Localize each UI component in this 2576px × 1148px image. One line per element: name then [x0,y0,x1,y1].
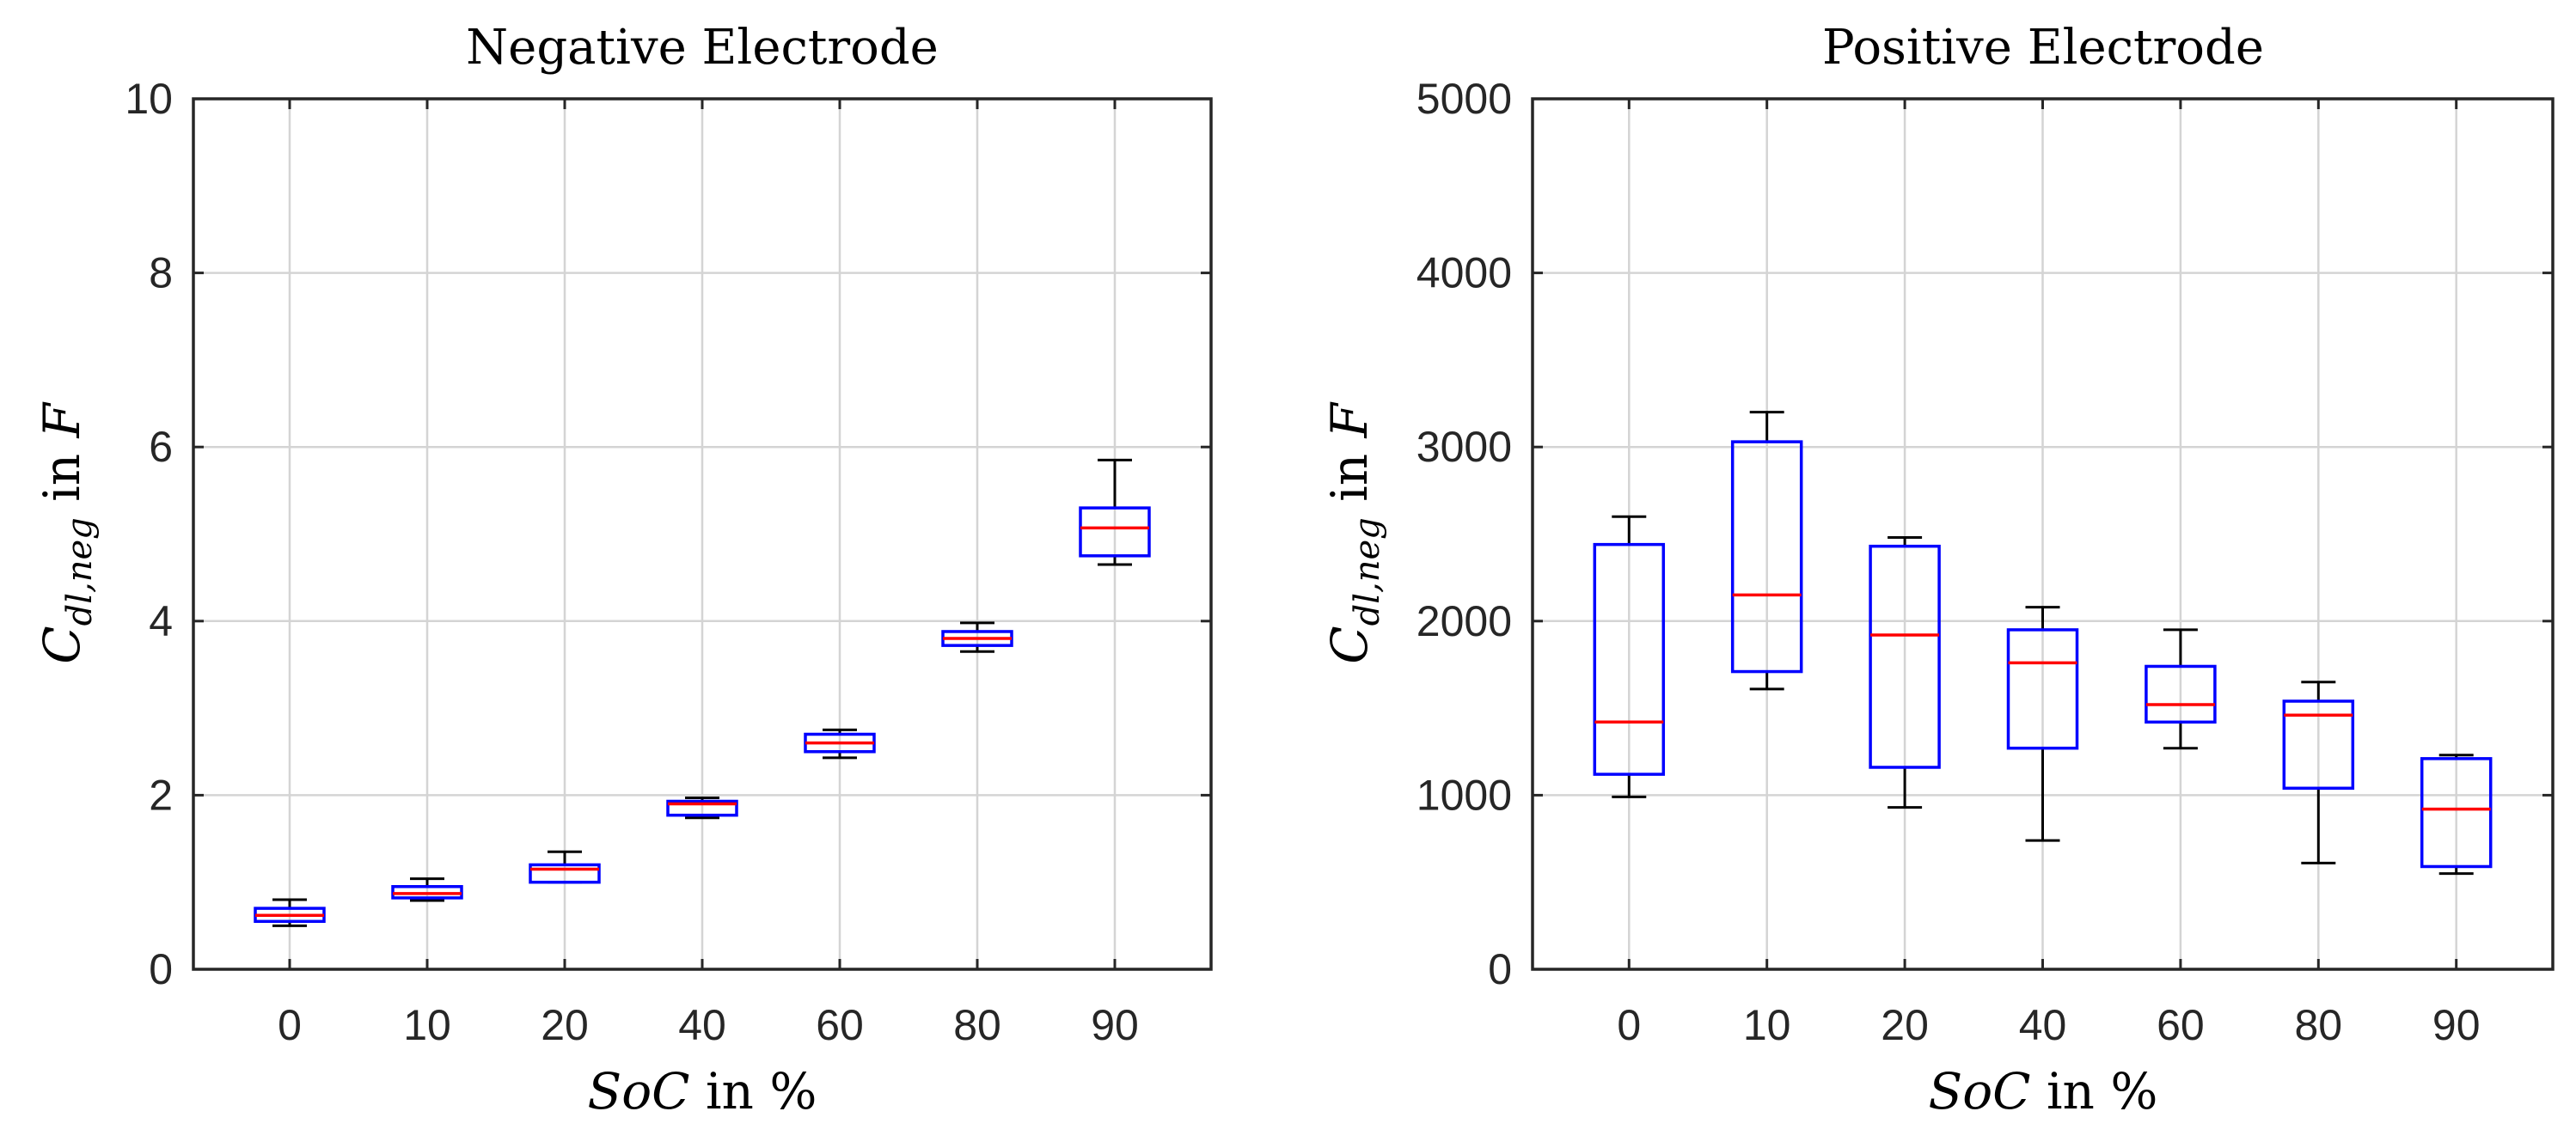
y-tick-label: 1000 [1416,771,1512,819]
box-plot-80 [2282,681,2355,864]
x-tick-label: 0 [278,1001,302,1049]
x-tick-label: 60 [2157,1001,2205,1049]
x-tick-label: 90 [1091,1001,1139,1049]
y-tick-label: 0 [1488,945,1512,993]
box-iqr [1079,506,1151,558]
y-axis-label: Cdl,neg in F [33,401,100,663]
x-tick-label: 80 [953,1001,1001,1049]
box-plot-20 [1869,536,1941,809]
x-tick-label: 20 [1881,1001,1929,1049]
x-tick-label: 40 [678,1001,726,1049]
box-plot-90 [1079,458,1151,566]
box-iqr [1730,440,1803,674]
box-plots [254,458,1151,927]
x-tick-label: 90 [2432,1001,2481,1049]
box-plot-60 [2145,628,2217,750]
x-axis-label: SoC in % [588,1062,817,1121]
y-tick-label: 4 [149,597,173,645]
box-plot-40 [666,796,738,820]
box-plot-20 [529,850,601,884]
x-tick-label: 60 [816,1001,864,1049]
box-iqr [529,863,601,884]
box-plot-0 [254,898,326,927]
x-tick-label: 10 [1743,1001,1791,1049]
box-plot-60 [804,728,876,760]
chart-title: Positive Electrode [1822,20,2264,76]
box-plot-10 [1730,411,1803,691]
x-axis-label: SoC in % [1929,1062,2158,1121]
axis-ticks: 0 1000 2000 3000 4000 5000 0 10 20 40 60 80 90 [1416,75,2553,1049]
box-iqr [2145,664,2217,724]
box-iqr [2420,757,2493,869]
y-tick-label: 4000 [1416,249,1512,297]
y-tick-label: 0 [149,945,173,993]
box-iqr [1593,542,1666,776]
box-iqr [2006,628,2079,750]
chart-title: Negative Electrode [466,20,939,76]
box-plot-80 [941,621,1013,653]
x-tick-label: 10 [403,1001,451,1049]
box-iqr [2282,699,2355,791]
box-plot-90 [2420,754,2493,876]
x-tick-label: 40 [2019,1001,2067,1049]
x-tick-label: 80 [2294,1001,2342,1049]
y-tick-label: 6 [149,423,173,471]
box-plot-0 [1593,515,1666,798]
y-tick-label: 10 [125,75,173,123]
positive-electrode-panel: Positive Electrode 0 1000 2000 3000 4000 5000… [1320,20,2555,1121]
y-tick-label: 3000 [1416,423,1512,471]
grid [193,99,1211,969]
box-plot-10 [391,877,463,902]
y-tick-label: 2 [149,771,173,819]
x-tick-label: 20 [541,1001,589,1049]
x-tick-label: 0 [1617,1001,1641,1049]
y-tick-label: 2000 [1416,597,1512,645]
box-plot-40 [2006,606,2079,842]
y-axis-label: Cdl,neg in F [1320,401,1387,663]
box-iqr [1869,544,1941,769]
box-iqr [666,799,738,817]
axis-ticks: 0 2 4 6 8 10 0 10 20 40 60 80 90 [125,75,1211,1049]
box-plots [1593,411,2493,876]
y-tick-label: 8 [149,249,173,297]
y-tick-label: 5000 [1416,75,1512,123]
